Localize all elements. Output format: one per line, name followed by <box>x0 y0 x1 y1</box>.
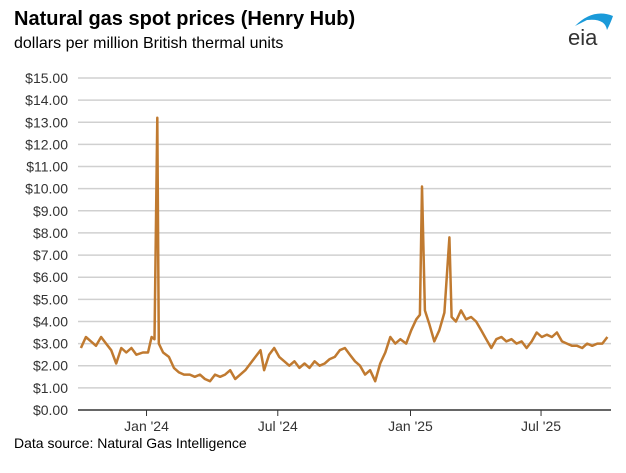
x-tick-label: Jan '25 <box>388 418 433 434</box>
svg-text:eia: eia <box>568 25 598 48</box>
y-tick-label: $9.00 <box>33 203 68 219</box>
y-tick-label: $5.00 <box>33 291 68 307</box>
y-tick-label: $12.00 <box>25 136 68 152</box>
series-line <box>79 116 609 383</box>
y-tick-label: $11.00 <box>26 159 68 175</box>
y-tick-label: $2.00 <box>33 358 68 374</box>
eia-logo: eia <box>568 13 613 48</box>
x-tick-label: Jul '24 <box>258 418 298 434</box>
y-tick-label: $10.00 <box>25 181 68 197</box>
y-tick-label: $15.00 <box>25 70 68 86</box>
y-tick-label: $0.00 <box>33 402 68 418</box>
x-tick-label: Jan '24 <box>124 418 169 434</box>
y-tick-label: $4.00 <box>33 313 68 329</box>
data-source: Data source: Natural Gas Intelligence <box>14 435 247 451</box>
y-tick-label: $8.00 <box>33 225 68 241</box>
y-tick-label: $14.00 <box>25 92 68 108</box>
logo-arc <box>575 13 613 30</box>
chart-title: Natural gas spot prices (Henry Hub) <box>14 8 356 30</box>
y-tick-label: $1.00 <box>33 380 68 396</box>
y-tick-label: $13.00 <box>25 114 68 130</box>
x-tick-label: Jul '25 <box>521 418 561 434</box>
y-tick-label: $6.00 <box>33 269 68 285</box>
chart-subtitle: dollars per million British thermal unit… <box>14 35 284 52</box>
y-tick-label: $3.00 <box>33 336 68 352</box>
y-tick-label: $7.00 <box>33 247 68 263</box>
